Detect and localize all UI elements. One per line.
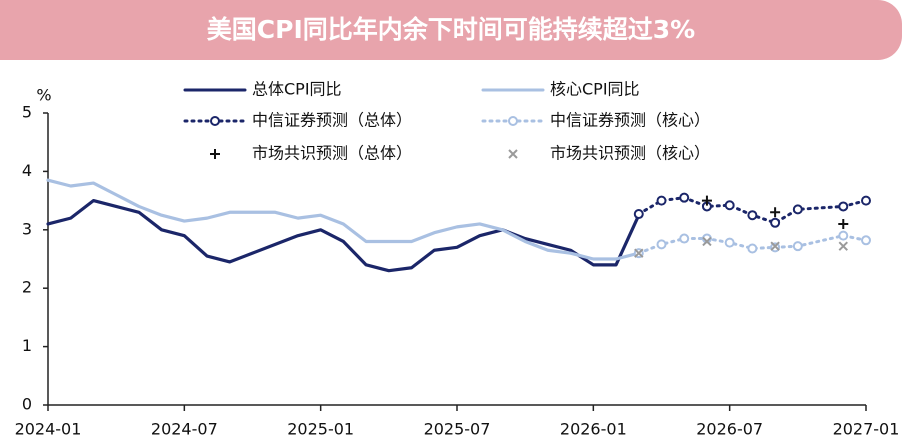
data-point xyxy=(861,195,871,206)
data-point xyxy=(770,207,781,218)
data-point xyxy=(747,210,758,221)
data-point xyxy=(679,233,690,244)
data-point xyxy=(656,239,667,250)
chart-title: 美国CPI同比年内余下时间可能持续超过3% xyxy=(207,15,695,44)
data-point xyxy=(838,218,849,229)
y-tick-label: 3 xyxy=(22,219,32,238)
title-banner xyxy=(0,0,902,60)
series-line xyxy=(637,196,868,225)
data-point xyxy=(792,241,803,252)
legend-marker xyxy=(508,116,518,126)
legend-label: 中信证券预测（总体） xyxy=(252,111,412,130)
y-tick-label: 1 xyxy=(22,336,32,355)
data-point xyxy=(701,195,712,206)
data-point xyxy=(770,217,781,228)
legend-label: 市场共识预测（总体） xyxy=(252,144,412,163)
legend-label: 核心CPI同比 xyxy=(550,80,640,99)
y-tick-label: 0 xyxy=(22,395,32,414)
data-point xyxy=(770,241,780,251)
legend-label: 总体CPI同比 xyxy=(252,80,342,99)
x-tick-label: 2024-07 xyxy=(151,420,218,439)
legend-marker xyxy=(210,116,220,126)
x-tick-label: 2025-01 xyxy=(287,420,354,439)
data-point xyxy=(702,236,712,247)
y-axis-unit: % xyxy=(36,86,51,105)
legend-label: 中信证券预测（核心） xyxy=(550,111,710,130)
data-point xyxy=(656,195,667,206)
data-point xyxy=(724,200,735,211)
y-tick-label: 4 xyxy=(22,161,32,180)
series-line xyxy=(46,178,641,261)
x-tick-label: 2024-01 xyxy=(15,420,82,439)
series-line xyxy=(637,234,868,255)
data-point xyxy=(679,192,690,203)
data-point xyxy=(633,209,644,220)
y-tick-label: 5 xyxy=(22,103,32,122)
legend-label: 市场共识预测（核心） xyxy=(550,144,710,163)
series-line xyxy=(46,199,641,273)
legend-marker xyxy=(210,149,220,159)
x-tick-label: 2025-07 xyxy=(424,420,491,439)
x-tick-label: 2026-01 xyxy=(560,420,627,439)
legend-marker xyxy=(508,149,518,159)
data-point xyxy=(838,241,848,251)
data-point xyxy=(838,201,849,212)
data-point xyxy=(634,248,644,258)
x-tick-label: 2026-07 xyxy=(696,420,763,439)
y-tick-label: 2 xyxy=(22,278,32,297)
data-point xyxy=(838,230,849,241)
x-tick-label: 2027-01 xyxy=(833,420,900,439)
data-point xyxy=(724,237,735,248)
data-point xyxy=(861,235,871,246)
data-point xyxy=(747,243,758,254)
data-point xyxy=(792,204,803,215)
